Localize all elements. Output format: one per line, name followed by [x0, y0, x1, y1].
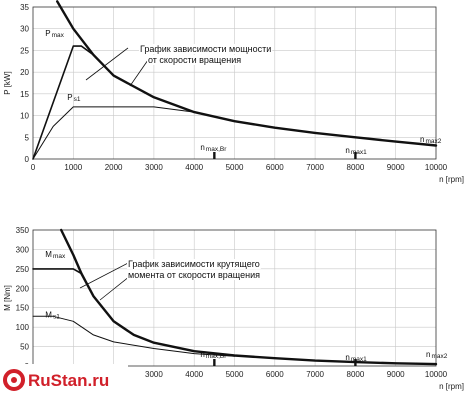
- x-tick-label: 6000: [266, 163, 284, 172]
- speed-marker: [213, 359, 216, 366]
- x-tick-label: 1000: [64, 163, 82, 172]
- y-tick-label: 350: [16, 226, 30, 235]
- note-bg: [127, 259, 261, 269]
- y-tick-label: 10: [20, 112, 29, 121]
- note-leader-line: [79, 261, 131, 289]
- series-line-medium: [32, 268, 83, 275]
- note-leader-line: [85, 47, 129, 81]
- plot-frame: [32, 6, 437, 160]
- series-line-thin: [32, 106, 195, 160]
- x-tick-label: 6000: [266, 370, 284, 379]
- chart-note-line: График зависимости крутящего: [128, 259, 260, 269]
- speed-marker: [213, 152, 216, 159]
- x-tick-label: 10000: [425, 370, 448, 379]
- y-tick-label: 5: [25, 133, 30, 142]
- x-tick-label: 5000: [226, 163, 244, 172]
- annotation-n-max2: nmax2: [420, 135, 442, 145]
- x-tick-label: 4000: [185, 370, 203, 379]
- x-axis-label: n [rpm]: [439, 175, 464, 184]
- x-tick-label: 7000: [306, 370, 324, 379]
- x-tick-label: 0: [31, 163, 36, 172]
- series-line-thin: [32, 315, 235, 357]
- x-axis-label: n [rpm]: [439, 382, 464, 391]
- annotation-n-maxBr: nmax,Br: [200, 143, 227, 153]
- speed-marker: [354, 359, 357, 366]
- x-tick-label: 4000: [185, 163, 203, 172]
- annotation-n-max2: nmax2: [426, 350, 448, 360]
- y-axis-label: M [Nm]: [3, 285, 12, 311]
- x-tick-label: 7000: [306, 163, 324, 172]
- y-tick-label: 25: [20, 46, 29, 55]
- x-tick-label: 10000: [425, 163, 448, 172]
- y-tick-label: 50: [20, 343, 29, 352]
- y-tick-label: 30: [20, 25, 29, 34]
- note-leader-line: [129, 59, 149, 87]
- series-line-thick: [56, 0, 438, 147]
- y-tick-label: 0: [25, 155, 30, 164]
- chart-power: 0 1000 2000 3000 4000 5000 6000 7000 8000 9000 100…: [3, 0, 464, 184]
- x-tick-label: 8000: [347, 163, 365, 172]
- chart-note-line: момента от скорости вращения: [128, 270, 260, 280]
- annotation-p-s1: Ps1: [67, 93, 81, 103]
- series-line-thick: [60, 228, 438, 366]
- note-leader-line: [99, 275, 131, 301]
- annotation-n-max1: nmax1: [345, 353, 367, 363]
- y-tick-label: 300: [16, 245, 30, 254]
- y-tick-label: 200: [16, 284, 30, 293]
- chart-note-line: от скорости вращения: [148, 55, 241, 65]
- speed-marker: [354, 152, 357, 159]
- y-tick-label: 15: [20, 90, 29, 99]
- logo: RuStan.ru: [0, 364, 128, 394]
- annotation-n-maxBr: nmax,Br: [200, 350, 227, 360]
- x-tick-label: 9000: [387, 370, 405, 379]
- x-tick-label: 3000: [145, 370, 163, 379]
- logo-ring-icon: [3, 369, 25, 391]
- x-tick-label: 3000: [145, 163, 163, 172]
- y-tick-label: 250: [16, 265, 30, 274]
- chart-note-line: График зависимости мощности: [140, 44, 271, 54]
- x-tick-label: 8000: [347, 370, 365, 379]
- note-bg: [147, 55, 243, 65]
- annotation-m-s1: Ms1: [45, 310, 60, 320]
- y-tick-label: 150: [16, 304, 30, 313]
- note-bg: [139, 44, 273, 54]
- annotation-p-max: Pmax: [45, 29, 64, 39]
- annotation-n-max1: nmax1: [345, 146, 367, 156]
- y-axis-label: P [kW]: [3, 71, 12, 94]
- chart-torque: 0100020003000400050006000700080009000100…: [3, 226, 464, 391]
- y-tick-label: 20: [20, 68, 29, 77]
- series-line-medium: [32, 45, 95, 160]
- annotation-m-max: Mmax: [45, 250, 66, 260]
- plot-frame: [32, 229, 437, 367]
- logo-dot-icon: [11, 377, 17, 383]
- x-tick-label: 5000: [226, 370, 244, 379]
- x-tick-label: 2000: [105, 163, 123, 172]
- x-tick-label: 9000: [387, 163, 405, 172]
- y-tick-label: 35: [20, 3, 29, 12]
- note-bg: [127, 270, 262, 280]
- logo-text: RuStan.ru: [28, 371, 109, 390]
- y-tick-label: 100: [16, 323, 30, 332]
